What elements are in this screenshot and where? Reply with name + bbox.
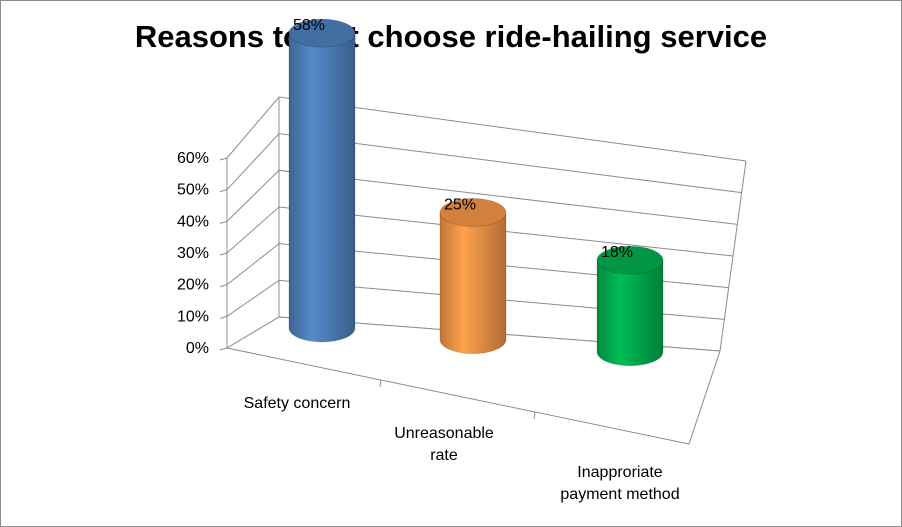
gridline [226,169,738,225]
y-tick-mark [219,252,228,256]
gridline [226,243,729,289]
x-tick-mark [533,411,536,420]
y-tick-label: 20% [177,277,209,294]
gridline [226,279,725,320]
bar-top [439,198,507,228]
bar-body [288,32,356,343]
data-label: 18% [601,244,633,261]
data-label: 25% [444,197,476,214]
y-tick-label: 30% [177,245,209,262]
bar-body [439,212,507,355]
bar-cylinder [439,198,507,355]
category-label: Safety concern [244,395,351,412]
bar-cylinder [288,18,356,343]
gridline [226,206,734,257]
y-tick-mark [219,157,228,161]
y-tick-label: 50% [177,182,209,199]
y-tick-mark [219,220,228,224]
category-label: Inapproriate payment method [560,464,679,503]
gridline [226,96,747,162]
bar-body [596,259,664,367]
x-tick-mark [379,379,382,388]
y-tick-mark [219,347,228,351]
y-tick-mark [219,284,228,288]
gridline [226,133,742,194]
y-tick-label: 0% [186,340,209,357]
chart-title: Reasons to not choose ride-hailing servi… [134,19,768,54]
bar-top [288,18,356,48]
y-tick-mark [219,189,228,193]
category-label: Unreasonable rate [394,425,494,464]
y-tick-label: 40% [177,213,209,230]
bar-cylinder [596,245,664,367]
y-tick-label: 10% [177,308,209,325]
bar-top [596,245,664,275]
data-label: 58% [293,17,325,34]
y-tick-label: 60% [177,150,209,167]
y-tick-mark [219,315,228,319]
